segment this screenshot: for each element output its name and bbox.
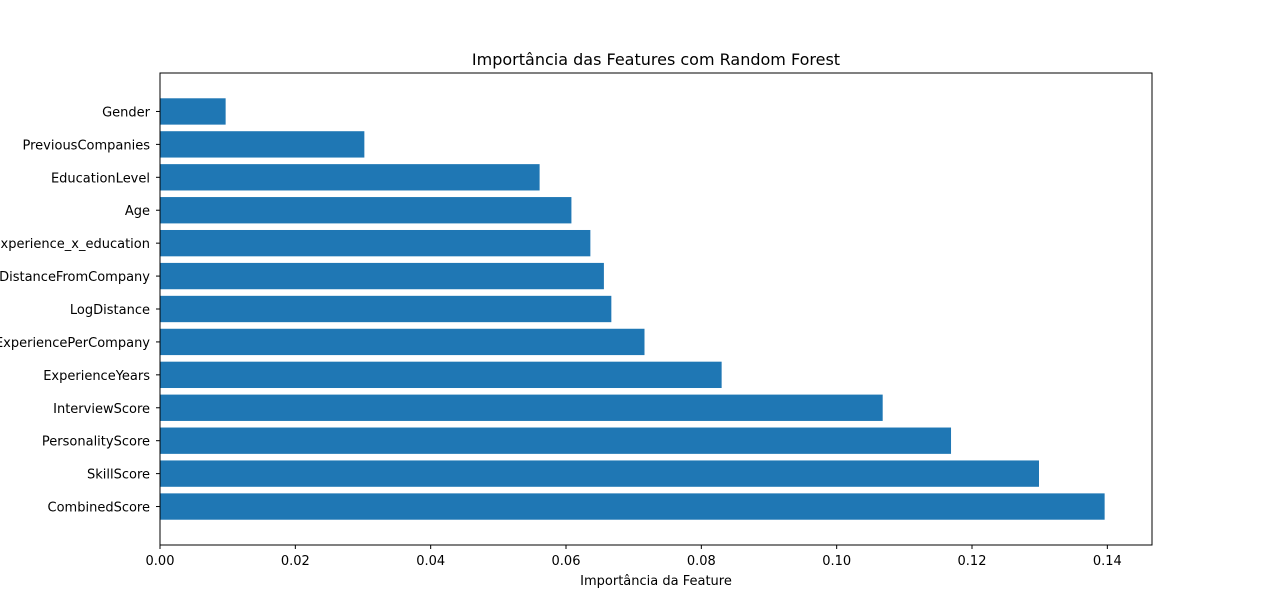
x-tick-label: 0.04 [416, 554, 445, 569]
y-tick-label-gender: Gender [102, 105, 151, 120]
y-tick-label-logdistance: LogDistance [70, 303, 150, 318]
bar-personalityscore [160, 427, 952, 454]
bar-educationlevel [160, 164, 540, 191]
y-tick-label-personalityscore: PersonalityScore [42, 435, 150, 450]
y-tick-label-experience-x-education: experience_x_education [0, 237, 150, 252]
bar-interviewscore [160, 394, 883, 421]
y-tick-label-educationlevel: EducationLevel [51, 171, 150, 186]
y-axis-ticks: CombinedScore SkillScore PersonalityScore I… [0, 105, 160, 516]
x-tick-label: 0.12 [958, 554, 987, 569]
y-tick-label-experienceyears: ExperienceYears [43, 369, 150, 384]
x-tick-label: 0.00 [146, 554, 175, 569]
x-axis-label: Importância da Feature [580, 574, 732, 589]
bar-logdistance [160, 295, 612, 323]
bar-experienceyears [160, 361, 722, 389]
y-tick-label-skillscore: SkillScore [87, 468, 150, 483]
y-tick-label-combinedscore: CombinedScore [48, 501, 150, 516]
x-tick-label: 0.14 [1093, 554, 1122, 569]
x-tick-label: 0.06 [552, 554, 581, 569]
bar-experiencepercompany [160, 328, 645, 356]
x-tick-label: 0.10 [822, 554, 851, 569]
y-tick-label-distancefromcompany: DistanceFromCompany [0, 270, 150, 285]
bar-age [160, 197, 572, 224]
y-tick-label-interviewscore: InterviewScore [53, 402, 150, 417]
chart-title: Importância das Features com Random Fore… [472, 50, 840, 69]
bar-gender [160, 98, 226, 125]
x-axis-ticks: 0.00 0.02 0.04 0.06 0.08 0.10 0.12 0.14 [146, 545, 1122, 569]
bar-combinedscore [160, 493, 1105, 520]
y-tick-label-previouscompanies: PreviousCompanies [23, 138, 151, 153]
x-tick-label: 0.08 [687, 554, 716, 569]
bar-distancefromcompany [160, 262, 604, 290]
y-tick-label-age: Age [125, 204, 150, 219]
y-tick-label-experiencepercompany: ExperiencePerCompany [0, 336, 150, 351]
x-tick-label: 0.02 [281, 554, 310, 569]
bar-previouscompanies [160, 131, 365, 158]
bars-group [160, 98, 1105, 520]
bar-experience-x-education [160, 229, 591, 257]
plot-frame [159, 72, 1153, 546]
bar-skillscore [160, 460, 1039, 487]
